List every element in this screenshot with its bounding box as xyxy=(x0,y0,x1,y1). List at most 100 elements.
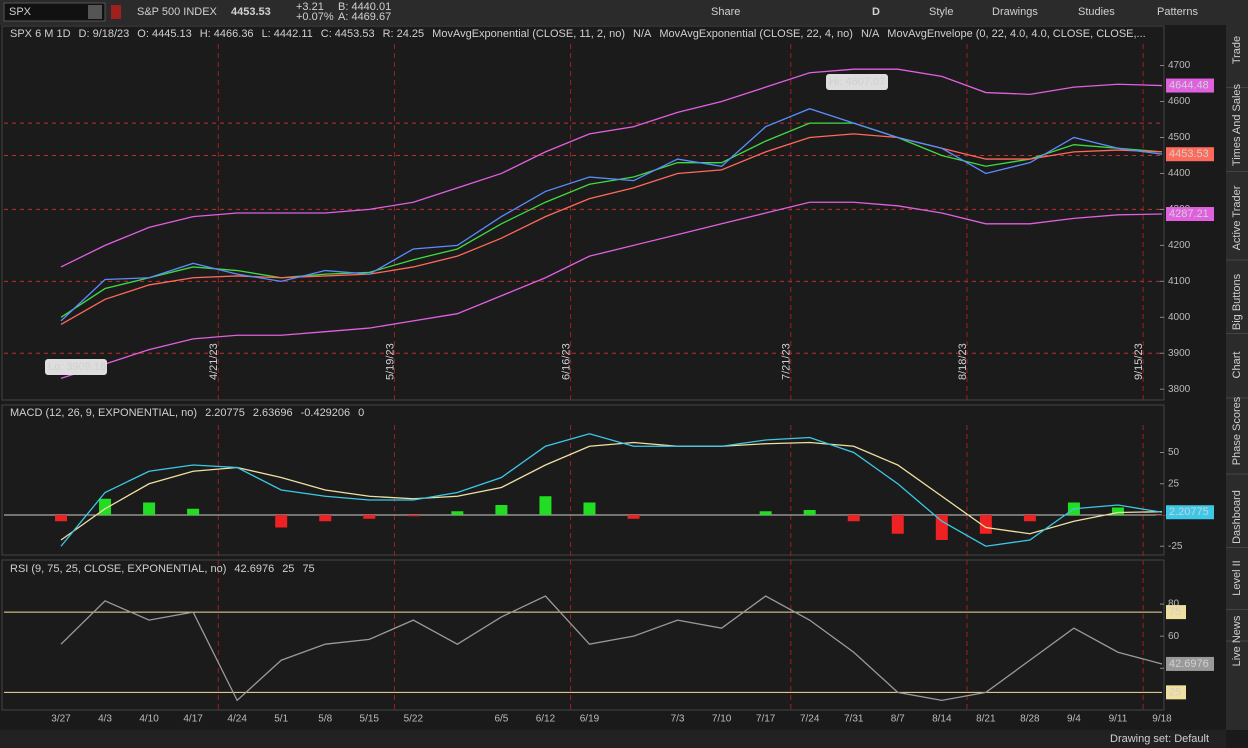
study-label: MovAvgExponential (CLOSE, 22, 4, no) xyxy=(659,28,853,40)
x-tick-label: 7/17 xyxy=(756,714,776,725)
y-tick-label: 4100 xyxy=(1168,276,1191,287)
value-tag xyxy=(1166,656,1214,671)
value-tag-label: 4644.48 xyxy=(1169,79,1209,91)
x-tick-label: 8/7 xyxy=(891,714,905,725)
annotation-box xyxy=(826,74,888,90)
histogram-bar xyxy=(803,510,816,515)
symbol-dropdown[interactable] xyxy=(88,5,102,19)
description: S&P 500 INDEX xyxy=(137,6,218,18)
macd-avg xyxy=(60,441,1163,541)
x-tick-label: 7/3 xyxy=(671,714,685,725)
toolbar-button[interactable]: Drawings xyxy=(992,6,1038,18)
marker-label: 5/19/23 xyxy=(384,343,396,380)
annotation: Lo: 3909.16 xyxy=(48,361,106,373)
x-tick-label: 4/10 xyxy=(139,714,159,725)
histogram-bar xyxy=(979,515,992,534)
marker-label: 9/15/23 xyxy=(1133,343,1145,380)
study-label: SPX 6 M 1D xyxy=(10,28,71,40)
study-label: 75 xyxy=(302,563,314,575)
macd-panel xyxy=(1,404,1165,556)
y-tick-label: 3900 xyxy=(1168,348,1191,359)
histogram-bar xyxy=(363,515,376,519)
x-tick-label: 9/11 xyxy=(1109,714,1128,725)
sidebar-tab[interactable]: Phase Scores xyxy=(1231,396,1243,465)
study-label: 0 xyxy=(358,407,364,419)
x-tick-label: 9/4 xyxy=(1067,714,1081,725)
value-tag xyxy=(1166,685,1186,700)
histogram-bar xyxy=(187,508,200,515)
sidebar-tab[interactable]: Dashboard xyxy=(1231,490,1243,544)
histogram-bar xyxy=(539,496,552,515)
toolbar xyxy=(0,0,1248,25)
sidebar-tab[interactable]: Big Buttons xyxy=(1231,273,1243,330)
x-tick-label: 6/19 xyxy=(580,714,600,725)
histogram-bar xyxy=(627,515,640,519)
study-label: N/A xyxy=(861,28,880,40)
value-tag xyxy=(1166,207,1214,222)
sidebar xyxy=(1226,25,1248,730)
study-label: L: 4442.11 xyxy=(262,28,313,40)
study-label: R: 24.25 xyxy=(383,28,425,40)
value-tag-label: 4453.53 xyxy=(1169,148,1209,160)
histogram-bar xyxy=(495,505,508,515)
study-label: D: 9/18/23 xyxy=(79,28,130,40)
x-tick-label: 8/14 xyxy=(932,714,952,725)
histogram-bar xyxy=(451,511,464,515)
study-label: RSI (9, 75, 25, CLOSE, EXPONENTIAL, no) xyxy=(10,563,226,575)
toolbar-button[interactable]: Studies xyxy=(1078,6,1115,18)
symbol-box[interactable] xyxy=(3,2,106,22)
x-tick-label: 4/24 xyxy=(227,714,247,725)
toolbar-button[interactable]: Style xyxy=(929,6,953,18)
sidebar-tab[interactable]: Level II xyxy=(1231,560,1243,595)
toolbar-button[interactable]: D xyxy=(872,6,880,18)
histogram-bar xyxy=(891,515,904,534)
x-tick-label: 6/12 xyxy=(536,714,556,725)
value-tag xyxy=(1166,505,1214,520)
sidebar-tab[interactable]: Times And Sales xyxy=(1231,83,1243,166)
histogram-bar xyxy=(407,515,420,517)
study-label: 2.63696 xyxy=(253,407,293,419)
value-tag-label: 2.20775 xyxy=(1169,506,1209,518)
footer-text: Drawing set: Default xyxy=(1110,733,1209,745)
footer-bar xyxy=(0,730,1226,748)
price-line xyxy=(60,108,1163,322)
y-tick-label: 4200 xyxy=(1168,240,1191,251)
sidebar-tab[interactable]: Trade xyxy=(1231,36,1243,64)
value-tag-label: 25 xyxy=(1169,686,1181,698)
histogram-bar xyxy=(55,515,67,522)
marker-label: 8/18/23 xyxy=(957,343,969,380)
envelope-lower xyxy=(60,201,1163,380)
content: SPX S&P 500 INDEX 4453.53 +3.21+0.07% B: 444… xyxy=(4,1,1248,745)
toolbar-button[interactable]: Share xyxy=(711,6,740,18)
histogram-bar xyxy=(275,515,288,528)
x-tick-label: 5/8 xyxy=(318,714,332,725)
histogram-bar xyxy=(847,515,860,522)
sidebar-tab[interactable]: Live News xyxy=(1231,615,1243,666)
histogram-bar xyxy=(319,515,332,522)
y-tick-label: 4500 xyxy=(1168,132,1191,143)
study-label: -0.429206 xyxy=(301,407,351,419)
y-tick-label: 3800 xyxy=(1168,384,1191,395)
value-tag xyxy=(1166,147,1214,162)
y-tick-label: -25 xyxy=(1168,541,1183,552)
marker-label: 6/16/23 xyxy=(561,343,573,380)
x-tick-label: 8/28 xyxy=(1020,714,1040,725)
sidebar-tab[interactable]: Chart xyxy=(1231,352,1243,379)
histogram-bar xyxy=(1156,515,1168,516)
toolbar-button[interactable]: Patterns xyxy=(1157,6,1198,18)
x-tick-label: 8/21 xyxy=(976,714,996,725)
bid: B: 4440.01 xyxy=(338,1,391,13)
marker-label: 4/21/23 xyxy=(208,343,220,380)
x-tick-label: 3/27 xyxy=(51,714,71,725)
x-tick-label: 7/31 xyxy=(844,714,864,725)
y-tick-label: 4600 xyxy=(1168,96,1191,107)
study-label: C: 4453.53 xyxy=(321,28,375,40)
rsi-line xyxy=(60,595,1163,702)
x-tick-label: 4/17 xyxy=(183,714,203,725)
ema-line xyxy=(60,122,1163,318)
flag xyxy=(111,5,121,19)
sidebar-tab[interactable]: Active Trader xyxy=(1231,185,1243,250)
value-tag-label: 42.6976 xyxy=(1169,658,1209,670)
x-tick-label: 7/10 xyxy=(712,714,732,725)
